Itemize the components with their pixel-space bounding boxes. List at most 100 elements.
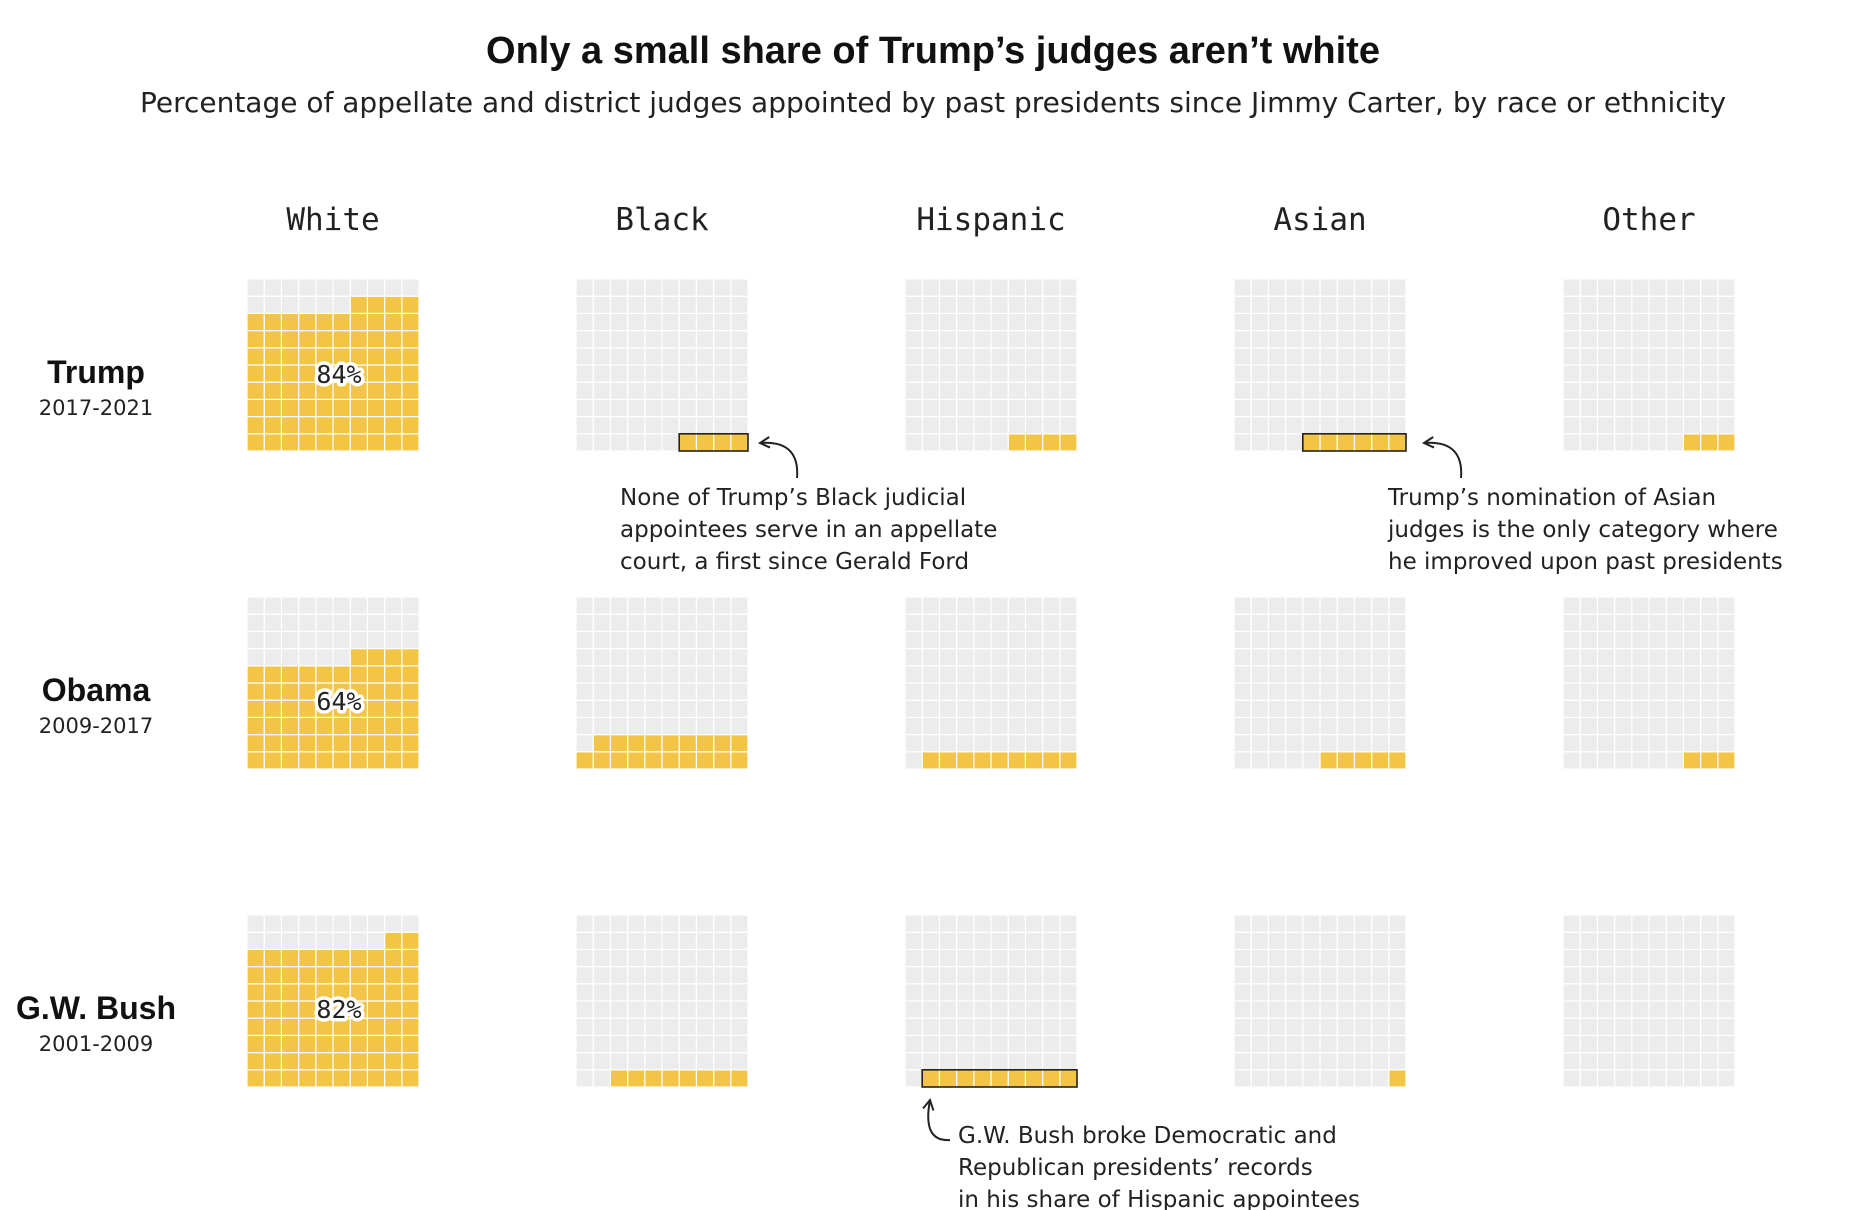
- waffle-square-filled: [1353, 433, 1373, 452]
- waffle-square-empty: [990, 948, 1009, 968]
- waffle-square-empty: [938, 665, 958, 684]
- waffle-square-filled: [263, 682, 283, 701]
- waffle-square-empty: [1579, 330, 1598, 349]
- waffle-square-empty: [1682, 733, 1702, 753]
- waffle-square-empty: [1579, 914, 1598, 933]
- waffle-square-empty: [1284, 1034, 1304, 1054]
- waffle-square-empty: [626, 716, 646, 736]
- waffle-square-empty: [1562, 347, 1581, 366]
- waffle-square-filled: [401, 716, 420, 736]
- waffle-square-filled: [263, 1051, 283, 1071]
- waffle-square-empty: [609, 364, 629, 383]
- waffle-square-empty: [955, 983, 975, 1002]
- waffle-square-empty: [609, 682, 629, 701]
- waffle-square-empty: [1717, 665, 1736, 684]
- waffle-square-empty: [280, 295, 300, 315]
- waffle-square-empty: [661, 416, 680, 435]
- waffle-square-filled: [384, 716, 403, 736]
- waffle-square-empty: [678, 699, 698, 719]
- waffle-square-filled: [332, 751, 351, 770]
- waffle-square-empty: [1631, 647, 1650, 667]
- waffle-square-empty: [1682, 1017, 1702, 1037]
- waffle-square-filled: [384, 699, 403, 719]
- waffle-square-empty: [695, 330, 715, 349]
- waffle-square-filled: [246, 1069, 265, 1088]
- waffle-square-empty: [695, 699, 715, 719]
- waffle-square-empty: [315, 295, 334, 315]
- waffle-square-filled: [1007, 751, 1027, 770]
- waffle-square-empty: [661, 347, 680, 366]
- waffle-square-filled: [401, 312, 420, 332]
- waffle-square-empty: [938, 1017, 958, 1037]
- waffle-square-empty: [955, 665, 975, 684]
- waffle-square-empty: [1613, 914, 1633, 933]
- waffle-square-empty: [575, 1034, 594, 1054]
- waffle-square-empty: [1648, 931, 1667, 951]
- waffle-square-filled: [332, 1051, 351, 1071]
- waffle-square-empty: [990, 699, 1009, 719]
- waffle-square-filled: [678, 433, 698, 452]
- waffle-square-empty: [1613, 1034, 1633, 1054]
- waffle-square-empty: [315, 278, 334, 297]
- waffle-square-empty: [644, 278, 663, 297]
- waffle-square-empty: [1233, 914, 1252, 933]
- waffle-square-empty: [695, 613, 715, 633]
- waffle-square-empty: [1059, 914, 1078, 933]
- waffle-square-empty: [644, 682, 663, 701]
- waffle-square-empty: [921, 965, 941, 985]
- waffle-square-empty: [1250, 1017, 1269, 1037]
- waffle-square-empty: [1319, 948, 1338, 968]
- waffle-square-empty: [1007, 983, 1027, 1002]
- waffle-square-empty: [298, 931, 317, 951]
- waffle-square-empty: [661, 983, 680, 1002]
- waffle-square-filled: [401, 416, 420, 435]
- waffle-square-empty: [955, 630, 975, 650]
- waffle-square-empty: [609, 347, 629, 366]
- waffle-square-filled: [263, 699, 283, 719]
- waffle-square-empty: [1302, 312, 1321, 332]
- waffle-square-empty: [1059, 416, 1078, 435]
- waffle-square-empty: [1562, 948, 1581, 968]
- waffle-square-empty: [904, 965, 923, 985]
- waffle-square-empty: [921, 1051, 941, 1071]
- waffle-square-empty: [1284, 278, 1304, 297]
- column-header-white: White: [286, 202, 379, 238]
- waffle-square-filled: [695, 433, 715, 452]
- waffle-square-empty: [938, 699, 958, 719]
- waffle-square-empty: [592, 914, 612, 933]
- waffle-square-empty: [1024, 1051, 1044, 1071]
- waffle-square-empty: [1648, 983, 1667, 1002]
- waffle-square-empty: [609, 931, 629, 951]
- waffle-square-empty: [904, 1000, 923, 1019]
- waffle-square-empty: [955, 416, 975, 435]
- waffle-square-empty: [1648, 630, 1667, 650]
- waffle-square-filled: [401, 699, 420, 719]
- waffle-square-filled: [280, 381, 300, 401]
- waffle-square-empty: [678, 1051, 698, 1071]
- waffle-square-empty: [1579, 1051, 1598, 1071]
- waffle-square-filled: [246, 733, 265, 753]
- waffle-square-empty: [1353, 948, 1373, 968]
- waffle-square-filled: [366, 398, 386, 418]
- waffle-square-empty: [1041, 381, 1061, 401]
- waffle-square-filled: [384, 330, 403, 349]
- waffle-square-filled: [349, 665, 369, 684]
- waffle-square-empty: [1388, 596, 1407, 615]
- waffle-square-empty: [1699, 733, 1719, 753]
- waffle-square-empty: [1562, 1051, 1581, 1071]
- waffle-square-empty: [626, 630, 646, 650]
- waffle-square-empty: [1388, 1017, 1407, 1037]
- waffle-square-empty: [1041, 948, 1061, 968]
- waffle-square-empty: [609, 716, 629, 736]
- waffle-square-empty: [1024, 312, 1044, 332]
- waffle-square-empty: [575, 733, 594, 753]
- waffle-square-filled: [349, 647, 369, 667]
- waffle-square-empty: [366, 613, 386, 633]
- waffle-square-empty: [1648, 278, 1667, 297]
- waffle-square-empty: [921, 1017, 941, 1037]
- waffle-square-empty: [1302, 1051, 1321, 1071]
- waffle-square-empty: [990, 647, 1009, 667]
- waffle-square-filled: [730, 433, 749, 452]
- waffle-square-filled: [349, 312, 369, 332]
- waffle-square-filled: [246, 433, 265, 452]
